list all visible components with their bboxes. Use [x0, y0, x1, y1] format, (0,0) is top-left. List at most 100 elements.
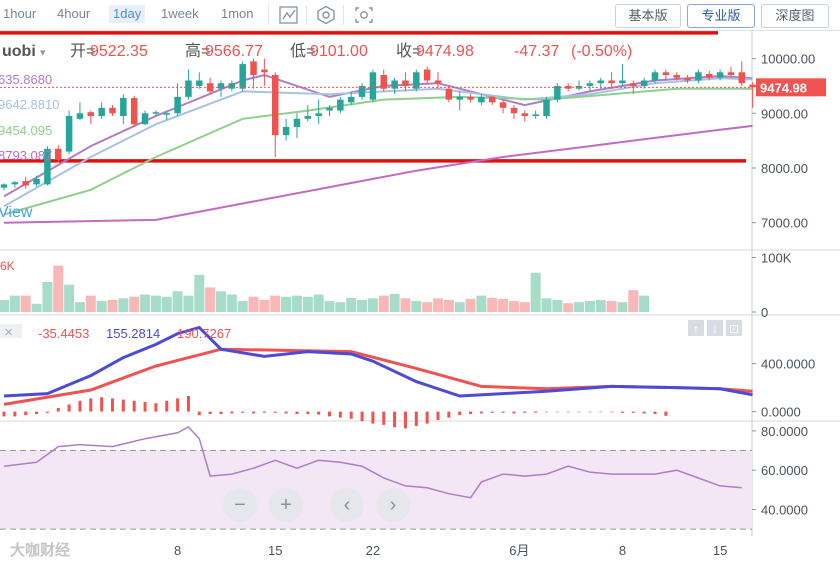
volume-bar — [107, 300, 118, 312]
candle — [87, 110, 95, 125]
candle-body — [11, 182, 19, 185]
candle — [445, 85, 453, 103]
timeframe-1mon[interactable]: 1mon — [221, 6, 254, 21]
candle — [673, 72, 680, 81]
volume-bar — [194, 274, 205, 312]
candle — [44, 146, 51, 186]
candle-body — [196, 80, 203, 86]
camera-icon[interactable] — [353, 5, 375, 25]
candle-body — [640, 80, 648, 86]
volume-bar — [237, 301, 248, 312]
pane-control-button[interactable] — [688, 320, 704, 336]
candle-body — [185, 80, 192, 97]
view-depth-button[interactable]: 深度图 — [761, 4, 829, 28]
timeframe-4hour[interactable]: 4hour — [57, 6, 91, 21]
tradingview-label: View — [0, 204, 33, 221]
candle — [174, 83, 181, 117]
timeframe-1week[interactable]: 1week — [161, 6, 199, 21]
macd-histogram-bar — [56, 408, 60, 412]
candle — [489, 95, 496, 106]
candle — [358, 83, 366, 100]
volume-bar — [248, 296, 259, 312]
candle — [738, 61, 746, 86]
candle — [575, 80, 583, 91]
macd-histogram-bar — [620, 411, 624, 413]
candle-body — [738, 72, 746, 84]
macd-axis-label: 0.0000 — [761, 405, 801, 420]
macd-histogram-bar — [111, 398, 114, 412]
toolbar-divider — [306, 5, 307, 25]
zoom-out-button[interactable]: − — [223, 488, 257, 522]
rsi-axis-label: 40.0000 — [761, 502, 808, 517]
candle — [304, 105, 312, 122]
candle-body — [651, 72, 659, 81]
candle — [423, 66, 431, 84]
volume-bar — [411, 301, 422, 312]
candle — [337, 96, 344, 114]
settings-hexagon-icon[interactable] — [315, 5, 337, 25]
candle-body — [510, 107, 518, 114]
macd-histogram-bar — [262, 411, 266, 413]
last-price-label: 9474.98 — [760, 80, 807, 95]
pane-control-button[interactable] — [726, 320, 742, 336]
rsi-band — [0, 450, 752, 530]
candle — [413, 69, 420, 92]
last-price-tag — [756, 78, 826, 97]
candle-body — [489, 96, 496, 103]
candle — [380, 69, 387, 92]
candle — [130, 95, 138, 127]
scroll-left-button[interactable]: ‹ — [330, 488, 364, 522]
candle-body — [749, 84, 756, 88]
macd-histogram-bar — [208, 411, 212, 414]
exchange-dropdown-icon: ▾ — [40, 47, 46, 59]
ma-legend-label: 9454.095 — [0, 123, 52, 138]
timeframe-1day[interactable]: 1day — [109, 5, 146, 23]
candle-body — [293, 118, 301, 127]
volume-bar — [595, 300, 606, 312]
scroll-right-button[interactable]: › — [376, 488, 410, 522]
macd-histogram-bar — [588, 411, 592, 413]
macd-histogram-bar — [230, 411, 234, 414]
macd-histogram-bar — [176, 398, 180, 412]
ma-line-4 — [3, 124, 753, 224]
macd-histogram-bar — [306, 411, 310, 414]
volume-bar — [281, 296, 292, 312]
zoom-in-circle[interactable] — [269, 488, 303, 522]
candle-body — [673, 75, 680, 78]
candle-body — [228, 83, 236, 89]
macd-pane-toggle[interactable] — [0, 324, 22, 338]
view-pro-button[interactable]: 专业版 — [687, 4, 755, 28]
volume-bar — [639, 295, 650, 312]
macd-histogram-bar — [241, 411, 245, 413]
macd-histogram-bar — [143, 402, 147, 412]
candle — [347, 91, 355, 106]
scroll-left-circle[interactable] — [330, 488, 364, 522]
volume-bar — [498, 298, 509, 312]
zoom-out-icon: − — [234, 494, 246, 516]
candle-body — [532, 114, 539, 117]
view-basic-button[interactable]: 基本版 — [615, 4, 681, 28]
pane-control-button[interactable] — [707, 320, 723, 336]
candle-body — [716, 72, 724, 78]
volume-bar — [313, 294, 324, 312]
candle — [554, 83, 561, 103]
ohlc-text: 开= — [70, 43, 95, 60]
scroll-right-circle[interactable] — [376, 488, 410, 522]
zoom-out-circle[interactable] — [223, 488, 257, 522]
candlestick-chart-icon[interactable] — [278, 5, 300, 25]
price-axis-tick-label: 9000.00 — [761, 106, 808, 121]
candle-body — [337, 99, 344, 111]
zoom-in-button[interactable]: + — [269, 488, 303, 522]
volume-bar — [0, 300, 9, 312]
candle — [11, 181, 19, 188]
timeframe-1hour[interactable]: 1hour — [3, 6, 37, 21]
price-axis-tick-label: 7000.00 — [761, 216, 808, 231]
volume-bar — [443, 300, 454, 312]
candle — [315, 99, 322, 125]
volume-bar — [335, 302, 346, 312]
trading-chart[interactable]: 9474.98 10000.00 9000.00 8000.00 7000.00 uobi… — [0, 30, 840, 566]
candle-body — [434, 80, 442, 84]
candle — [532, 110, 539, 119]
candle-body — [369, 72, 377, 100]
candle-body — [684, 77, 691, 81]
